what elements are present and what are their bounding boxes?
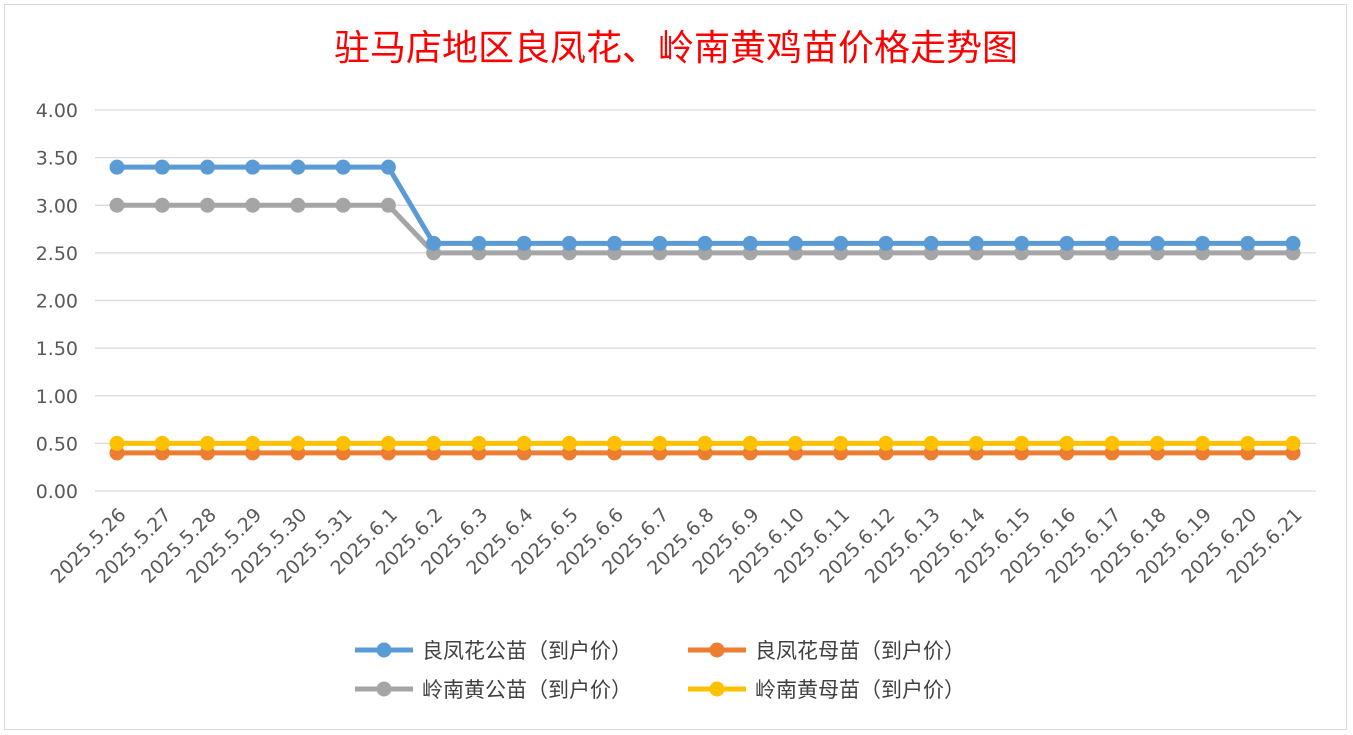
y-tick-label: 4.00 — [36, 100, 78, 122]
data-point — [245, 197, 261, 213]
data-point — [923, 435, 939, 451]
data-point — [199, 159, 215, 175]
legend-item: 岭南黄公苗（到户价） — [355, 678, 632, 702]
data-point — [516, 235, 532, 251]
y-tick-label: 1.50 — [36, 338, 78, 360]
series-0 — [109, 159, 1301, 251]
series-layer — [109, 159, 1301, 461]
data-point — [968, 235, 984, 251]
data-point — [561, 235, 577, 251]
data-point — [1059, 435, 1075, 451]
data-point — [742, 435, 758, 451]
data-point — [1195, 235, 1211, 251]
data-point — [607, 435, 623, 451]
legend-label: 良凤花公苗（到户价） — [422, 639, 632, 663]
data-point — [607, 235, 623, 251]
legend-marker — [376, 681, 392, 697]
data-point — [471, 435, 487, 451]
data-point — [652, 435, 668, 451]
legend-label: 良凤花母苗（到户价） — [755, 639, 965, 663]
data-point — [652, 235, 668, 251]
data-point — [290, 159, 306, 175]
legend-label: 岭南黄公苗（到户价） — [422, 678, 632, 702]
data-point — [380, 159, 396, 175]
data-point — [109, 159, 125, 175]
data-point — [697, 235, 713, 251]
data-point — [1285, 435, 1301, 451]
data-point — [154, 197, 170, 213]
data-point — [154, 159, 170, 175]
data-point — [878, 435, 894, 451]
data-point — [290, 435, 306, 451]
data-point — [426, 435, 442, 451]
data-point — [833, 235, 849, 251]
data-point — [245, 435, 261, 451]
data-point — [1149, 435, 1165, 451]
data-point — [516, 435, 532, 451]
data-point — [742, 235, 758, 251]
data-point — [199, 435, 215, 451]
legend-marker — [709, 642, 725, 658]
data-point — [109, 197, 125, 213]
data-point — [787, 435, 803, 451]
y-tick-label: 3.50 — [36, 148, 78, 170]
chart-title: 驻马店地区良凤花、岭南黄鸡苗价格走势图 — [334, 28, 1018, 69]
data-point — [1104, 435, 1120, 451]
data-point — [199, 197, 215, 213]
data-point — [1014, 235, 1030, 251]
data-point — [109, 435, 125, 451]
y-tick-label: 1.00 — [36, 386, 78, 408]
y-tick-label: 0.00 — [36, 481, 78, 503]
data-point — [1195, 435, 1211, 451]
data-point — [697, 435, 713, 451]
y-axis-tick-labels: 0.00 0.50 1.00 1.50 2.00 2.50 3.00 3.50 4.00 — [36, 100, 78, 503]
legend: 良凤花公苗（到户价） 良凤花母苗（到户价） 岭南黄公苗（到户价） 岭南黄母苗（到户价） — [355, 639, 965, 702]
data-point — [426, 235, 442, 251]
legend-item: 良凤花母苗（到户价） — [688, 639, 965, 663]
chart-frame — [4, 4, 1347, 730]
data-point — [1149, 235, 1165, 251]
data-point — [968, 435, 984, 451]
data-point — [380, 197, 396, 213]
data-point — [154, 435, 170, 451]
data-point — [833, 435, 849, 451]
data-point — [1059, 235, 1075, 251]
data-point — [1014, 435, 1030, 451]
data-point — [1285, 235, 1301, 251]
data-point — [290, 197, 306, 213]
data-point — [1240, 435, 1256, 451]
data-point — [561, 435, 577, 451]
data-point — [1240, 235, 1256, 251]
x-axis-tick-labels: 2025.5.262025.5.272025.5.282025.5.292025… — [47, 504, 1307, 588]
series-3 — [109, 435, 1301, 451]
y-tick-label: 2.00 — [36, 291, 78, 313]
data-point — [335, 197, 351, 213]
y-tick-label: 0.50 — [36, 433, 78, 455]
legend-item: 良凤花公苗（到户价） — [355, 639, 632, 663]
data-point — [1104, 235, 1120, 251]
legend-marker — [709, 681, 725, 697]
data-point — [787, 235, 803, 251]
data-point — [471, 235, 487, 251]
data-point — [923, 235, 939, 251]
data-point — [380, 435, 396, 451]
legend-label: 岭南黄母苗（到户价） — [755, 678, 965, 702]
legend-item: 岭南黄母苗（到户价） — [688, 678, 965, 702]
data-point — [245, 159, 261, 175]
y-tick-label: 2.50 — [36, 243, 78, 265]
series-2 — [109, 197, 1301, 261]
data-point — [878, 235, 894, 251]
data-point — [335, 159, 351, 175]
legend-marker — [376, 642, 392, 658]
data-point — [335, 435, 351, 451]
y-tick-label: 3.00 — [36, 195, 78, 217]
